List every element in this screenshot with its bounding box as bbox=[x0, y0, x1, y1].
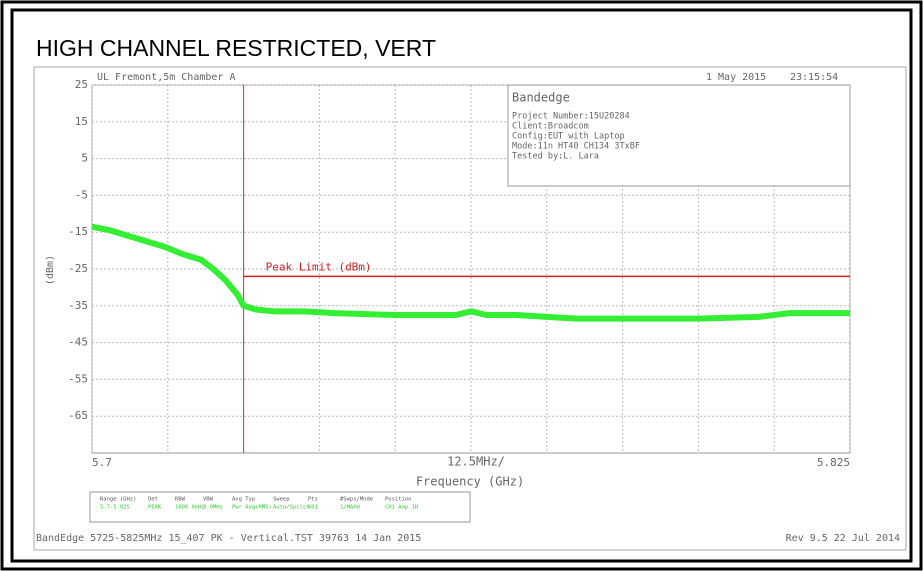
footer-left: BandEdge 5725-5825MHz 15_407 PK - Vertic… bbox=[36, 533, 421, 544]
y-tick-label: -5 bbox=[75, 188, 88, 201]
y-tick-label: -65 bbox=[68, 409, 88, 422]
settings-header: #Swps/Mode bbox=[340, 497, 373, 503]
header-left: UL Fremont,5m Chamber A bbox=[97, 72, 235, 83]
x-span-label: 12.5MHz/ bbox=[447, 455, 505, 469]
series-line bbox=[91, 223, 850, 322]
info-line: Project Number:15U20284 bbox=[512, 112, 630, 122]
chart-title: HIGH CHANNEL RESTRICTED, VERT bbox=[36, 35, 436, 61]
settings-header: RBW bbox=[175, 497, 186, 503]
settings-header: Det bbox=[148, 497, 158, 503]
plot-frame bbox=[33, 66, 907, 551]
settings-value: 1000.0kHz bbox=[175, 505, 205, 511]
settings-value: 601 bbox=[308, 505, 318, 511]
settings-header: Range (GHz) bbox=[100, 497, 136, 503]
y-tick-label: -25 bbox=[68, 262, 88, 275]
inner-border bbox=[10, 8, 913, 563]
info-title: Bandedge bbox=[512, 91, 570, 105]
settings-header: VBW bbox=[203, 497, 214, 503]
settings-value: CH1 Amp 1H bbox=[385, 505, 418, 511]
settings-value: 3.0MHz bbox=[203, 505, 223, 511]
info-line: Client:Broadcom bbox=[512, 122, 589, 132]
x-tick-label: 5.825 bbox=[817, 456, 850, 469]
settings-value: Pwr Avg(RMS) bbox=[232, 505, 272, 511]
settings-value: PEAK bbox=[148, 505, 162, 511]
info-line: Config:EUT with Laptop bbox=[512, 132, 625, 142]
x-axis-label: Frequency (GHz) bbox=[416, 475, 524, 489]
settings-header: Pts bbox=[308, 497, 318, 503]
y-tick-label: -35 bbox=[68, 299, 88, 312]
settings-value: 1/MAXH bbox=[340, 505, 360, 511]
y-tick-label: -55 bbox=[68, 372, 88, 385]
settings-value: 5.7-5.825 bbox=[100, 505, 130, 511]
settings-value: Auto/Spclst bbox=[273, 505, 309, 511]
x-tick-label: 5.7 bbox=[92, 456, 112, 469]
y-axis-label: (dBm) bbox=[45, 255, 56, 285]
y-tick-label: -45 bbox=[68, 336, 88, 349]
info-line: Tested by:L. Lara bbox=[512, 152, 599, 162]
legend-label: Peak Limit (dBm) bbox=[266, 260, 372, 273]
settings-header: Position bbox=[385, 497, 412, 503]
y-tick-label: -15 bbox=[68, 225, 88, 238]
info-box bbox=[507, 84, 851, 187]
settings-header: Avg Typ bbox=[232, 497, 255, 503]
y-tick-label: 25 bbox=[75, 78, 88, 91]
footer-right: Rev 9.5 22 Jul 2014 bbox=[786, 533, 900, 544]
header-time: 23:15:54 bbox=[790, 72, 838, 83]
settings-header: Sweep bbox=[273, 497, 290, 503]
info-line: Mode:11n HT40 CH134 3TxBF bbox=[512, 142, 640, 152]
y-tick-label: 15 bbox=[75, 115, 88, 128]
header-date: 1 May 2015 bbox=[706, 72, 766, 83]
settings-box bbox=[89, 491, 471, 523]
y-tick-label: 5 bbox=[81, 152, 88, 165]
